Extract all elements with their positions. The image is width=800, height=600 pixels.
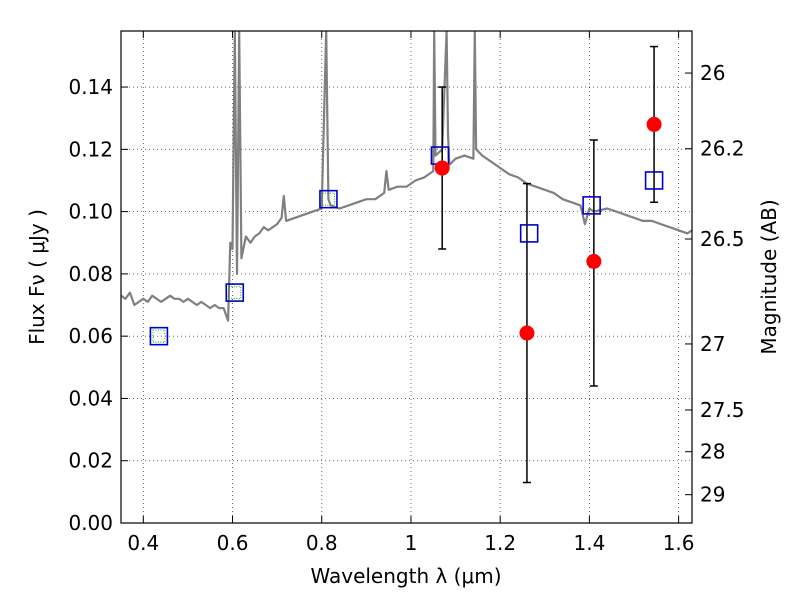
- square-point: [319, 189, 338, 209]
- circle-point: [646, 116, 662, 132]
- ticks-layer: 0.4 0.6 0.8 1 1.2 1.4 1.6 0.00 0.02 0.04 0.06 0.08 0…: [68, 31, 745, 555]
- square-point: [644, 171, 664, 190]
- y-tick-label: 0.08: [68, 262, 113, 286]
- y-tick-label: 0.06: [68, 324, 113, 348]
- plot-frame: [120, 30, 693, 524]
- points-layer: [149, 45, 664, 484]
- mag-tick-label: 27: [700, 332, 725, 356]
- x-tick-label: 1: [405, 531, 418, 555]
- y-tick-label: 0.02: [68, 449, 113, 473]
- x-tick-label: 0.6: [217, 531, 249, 555]
- square-point: [582, 196, 601, 215]
- green-point: [228, 286, 242, 300]
- x-tick-label: 0.8: [306, 531, 338, 555]
- y-tick-label: 0.12: [68, 137, 113, 161]
- y2-axis-label: Magnitude (AB): [757, 199, 781, 354]
- y-tick-label: 0.00: [68, 511, 113, 535]
- mag-tick-label: 26.2: [700, 137, 745, 161]
- y-axis-label: Flux Fν ( μJy ): [25, 209, 49, 345]
- x-tick-label: 0.4: [127, 531, 159, 555]
- y-tick-label: 0.14: [68, 75, 113, 99]
- x-tick-label: 1.6: [663, 531, 695, 555]
- x-tick-label: 1.4: [573, 531, 605, 555]
- mag-tick-label: 28: [700, 440, 725, 464]
- circle-point: [519, 325, 535, 341]
- grid-layer: [121, 31, 692, 524]
- x-axis-label: Wavelength λ (μm): [310, 564, 501, 588]
- spectrum-layer: [121, 31, 692, 322]
- green-point: [321, 192, 335, 206]
- circle-point: [586, 253, 602, 269]
- y-tick-label: 0.10: [68, 200, 113, 224]
- square-point: [519, 224, 539, 243]
- square-point: [149, 326, 169, 346]
- green-point: [152, 329, 166, 343]
- x-tick-label: 1.2: [484, 531, 516, 555]
- mag-tick-label: 29: [700, 483, 725, 507]
- mag-tick-label: 26: [700, 61, 725, 85]
- spectrum-line: [121, 31, 692, 322]
- square-point: [225, 283, 245, 302]
- y-tick-label: 0.04: [68, 386, 113, 410]
- mag-tick-label: 26.5: [700, 227, 745, 251]
- circle-point: [434, 160, 450, 176]
- mag-tick-label: 27.5: [700, 398, 745, 422]
